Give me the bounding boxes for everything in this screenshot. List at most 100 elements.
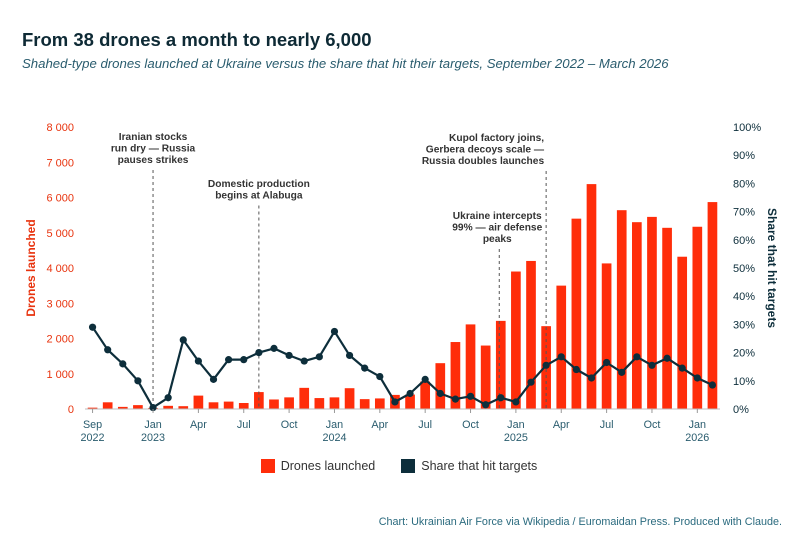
share-point xyxy=(255,349,263,357)
share-point xyxy=(88,323,97,331)
bar xyxy=(465,324,476,409)
x-axis-tick-year: 2024 xyxy=(322,432,346,444)
share-point xyxy=(361,364,369,372)
right-axis-tick-label: 20% xyxy=(733,348,755,360)
right-axis-tick-label: 80% xyxy=(733,178,755,190)
annotation-text: Gerbera decoys scale — xyxy=(426,145,545,156)
bar xyxy=(314,398,325,409)
left-axis-tick-label: 3 000 xyxy=(46,298,74,310)
bar xyxy=(193,395,204,409)
bar xyxy=(223,401,234,409)
bar xyxy=(495,320,506,409)
right-axis-tick-label: 30% xyxy=(733,319,755,331)
annotation-text: Iranian stocks xyxy=(119,132,188,143)
annotation-text: begins at Alabuga xyxy=(215,191,303,202)
share-point xyxy=(406,389,414,398)
right-axis-title: Share that hit targets xyxy=(765,208,779,328)
bar xyxy=(511,271,521,409)
share-point xyxy=(542,361,550,369)
bar xyxy=(117,406,128,409)
share-point xyxy=(633,353,641,361)
share-point xyxy=(330,327,339,336)
annotation-text: Domestic production xyxy=(208,179,310,190)
x-axis-tick-label: Jul xyxy=(418,419,432,431)
bar xyxy=(238,403,249,409)
right-axis-tick-label: 50% xyxy=(733,263,755,275)
share-point xyxy=(119,360,127,368)
bar xyxy=(163,405,173,409)
x-axis-tick-label: Oct xyxy=(462,419,479,431)
bar xyxy=(571,218,582,409)
annotation-text: run dry — Russia xyxy=(111,144,196,155)
x-axis-tick-label: Oct xyxy=(281,419,298,431)
share-point xyxy=(164,394,172,402)
share-point xyxy=(693,374,701,382)
left-axis-tick-label: 0 xyxy=(68,404,74,416)
share-point xyxy=(104,346,112,354)
annotation-text: Kupol factory joins, xyxy=(449,133,544,144)
share-point xyxy=(618,368,626,376)
share-point xyxy=(678,364,686,372)
legend-item-drones: Drones launched xyxy=(260,459,376,473)
x-axis-tick-label: Jan xyxy=(326,419,343,431)
bar xyxy=(374,398,385,409)
share-point xyxy=(315,353,323,361)
x-axis-tick-label: Oct xyxy=(644,419,661,431)
chart-title: From 38 drones a month to nearly 6,000 xyxy=(22,29,372,50)
bar xyxy=(102,402,113,409)
right-axis-tick-label: 100% xyxy=(733,122,761,134)
left-axis-title: Drones launched xyxy=(24,219,38,316)
bar xyxy=(647,216,657,409)
share-point xyxy=(451,395,460,403)
share-point xyxy=(179,336,187,344)
share-point xyxy=(587,374,596,382)
legend-swatch-bars xyxy=(260,459,275,473)
right-axis-tick-label: 70% xyxy=(733,207,755,219)
bar xyxy=(178,406,189,409)
bar xyxy=(616,210,627,409)
right-axis-tick-label: 90% xyxy=(733,150,755,162)
share-point xyxy=(663,354,671,362)
left-axis-tick-label: 1 000 xyxy=(46,369,74,381)
x-axis-tick-label: Jan xyxy=(507,419,524,431)
share-point xyxy=(240,356,248,364)
bar xyxy=(344,388,355,409)
share-point xyxy=(285,351,293,360)
bar xyxy=(329,397,340,409)
bar xyxy=(707,202,718,409)
left-axis-tick-label: 7 000 xyxy=(46,157,74,169)
bar xyxy=(450,342,461,409)
left-axis-tick-label: 2 000 xyxy=(46,334,74,346)
legend-label-drones: Drones launched xyxy=(280,459,376,473)
bar xyxy=(133,405,143,409)
share-point xyxy=(421,375,429,383)
x-axis-tick-label: Jan xyxy=(144,419,161,431)
annotation-text: Russia doubles launches xyxy=(422,156,545,167)
share-point xyxy=(391,398,399,406)
share-point xyxy=(345,351,354,360)
bar xyxy=(420,381,431,409)
share-point xyxy=(708,381,717,389)
share-point xyxy=(527,378,535,386)
share-point xyxy=(134,377,142,385)
share-point xyxy=(482,401,490,409)
bar xyxy=(677,256,688,409)
bar xyxy=(284,397,294,409)
x-axis-tick-year: 2025 xyxy=(504,432,528,444)
share-point xyxy=(225,356,233,364)
legend-item-share: Share that hit targets xyxy=(401,459,537,473)
bar xyxy=(208,402,219,409)
combo-chart: 0 1 000 2 000 3 000 4 000 5 000 6 000 7 000 8 00… xyxy=(24,122,779,444)
share-point xyxy=(209,375,218,383)
share-point xyxy=(194,357,202,365)
annotation-text: Ukraine intercepts xyxy=(453,211,542,222)
share-point xyxy=(300,357,308,365)
right-axis-tick-label: 10% xyxy=(733,376,755,388)
x-axis-tick-label: Jul xyxy=(237,419,251,431)
x-axis-tick-year: 2023 xyxy=(141,432,165,444)
annotation-text: peaks xyxy=(483,234,512,245)
share-point xyxy=(436,389,444,398)
right-axis-tick-label: 40% xyxy=(733,291,755,303)
share-point xyxy=(149,403,157,412)
bar xyxy=(632,222,642,409)
